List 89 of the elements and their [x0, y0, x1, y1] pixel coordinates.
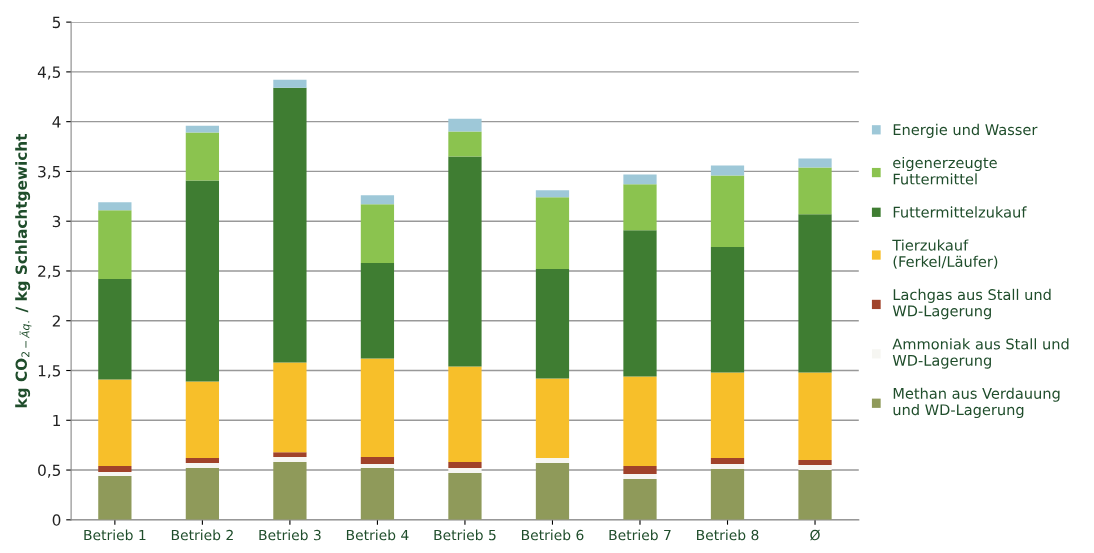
legend-label: Tierzukauf (Ferkel/Läufer)	[892, 239, 998, 269]
bar	[623, 376, 657, 467]
bar	[185, 463, 220, 469]
bar	[273, 87, 307, 363]
x-tick-label: Betrieb 7	[609, 529, 671, 541]
bar	[798, 158, 832, 168]
bar	[710, 469, 745, 520]
y-tick-label: 1	[53, 414, 60, 427]
bar	[535, 378, 570, 459]
x-tick-label: Ø	[810, 529, 820, 541]
legend-label: Futtermittelzukauf	[893, 206, 1027, 218]
bar	[360, 457, 395, 465]
bar	[448, 366, 482, 463]
bar	[798, 470, 832, 520]
bar	[623, 184, 657, 231]
bar	[623, 466, 657, 475]
bar	[798, 465, 832, 471]
bar	[535, 190, 570, 198]
bar	[185, 180, 220, 382]
y-tick-label: 0	[52, 514, 61, 526]
x-tick-label: Betrieb 6	[521, 529, 584, 541]
y-tick-label: 0,5	[38, 464, 61, 478]
bar	[98, 476, 132, 520]
bar	[273, 362, 307, 453]
bar	[448, 131, 482, 157]
bar	[448, 473, 482, 520]
bar	[98, 466, 132, 473]
bar	[448, 118, 482, 132]
legend-label: Energie und Wasser	[893, 123, 1038, 138]
bar	[535, 268, 570, 379]
bar	[98, 210, 132, 279]
bar	[98, 278, 132, 380]
y-tick-label: 2	[52, 315, 60, 327]
x-tick-label: Betrieb 1	[84, 529, 146, 541]
bar	[273, 452, 307, 458]
bar	[448, 468, 482, 474]
bar	[185, 381, 220, 459]
bar	[360, 358, 395, 458]
bar	[798, 214, 832, 373]
bar	[710, 464, 745, 470]
bar	[798, 372, 832, 461]
bar	[710, 458, 745, 465]
bar	[710, 175, 745, 248]
x-tick-label: Betrieb 2	[171, 529, 233, 541]
y-tick-label: 3,5	[38, 165, 61, 180]
bar	[360, 204, 395, 264]
bar	[535, 197, 570, 269]
legend-label: Ammoniak aus Stall und WD-Lagerung	[892, 338, 1069, 369]
bar	[185, 468, 220, 520]
bar	[710, 372, 745, 459]
bar	[798, 167, 832, 215]
bar	[273, 79, 307, 88]
bar	[710, 247, 745, 373]
y-tick-label: 4	[52, 116, 61, 128]
y-tick-label: 3	[52, 215, 61, 228]
bar	[185, 132, 220, 181]
x-tick-label: Betrieb 4	[346, 529, 409, 541]
bar	[710, 165, 745, 176]
bar	[98, 202, 132, 211]
bar	[360, 263, 395, 359]
x-tick-label: Betrieb 8	[697, 529, 759, 541]
bar	[185, 458, 220, 464]
bar	[360, 195, 395, 205]
bar	[623, 230, 657, 377]
bar	[448, 462, 482, 469]
bar	[623, 174, 657, 185]
bar	[273, 462, 307, 520]
y-tick-label: 4,5	[37, 66, 61, 80]
bar	[98, 379, 132, 467]
bar	[535, 463, 570, 520]
bar	[360, 468, 395, 520]
bar	[448, 156, 482, 367]
bar	[535, 458, 570, 464]
y-tick-label: 5	[52, 16, 61, 29]
y-tick-label: 1,5	[38, 365, 61, 379]
bar	[623, 474, 657, 480]
legend-label: Lachgas aus Stall und WD-Lagerung	[892, 288, 1051, 320]
bar	[98, 472, 132, 477]
bar	[360, 464, 395, 469]
y-axis-title: kg CO$_{2−Äq.}$ / kg Schlachtgewicht	[15, 133, 32, 408]
legend-label: eigenerzeugte Futtermittel	[893, 156, 997, 185]
bar	[798, 460, 832, 466]
bar	[273, 457, 307, 463]
bar	[623, 479, 657, 520]
legend-label: Methan aus Verdauung und WD-Lagerung	[893, 387, 1060, 419]
x-tick-label: Betrieb 5	[434, 529, 496, 541]
x-tick-label: Betrieb 3	[259, 529, 321, 541]
y-tick-label: 2,5	[38, 265, 61, 279]
bar	[185, 125, 220, 133]
